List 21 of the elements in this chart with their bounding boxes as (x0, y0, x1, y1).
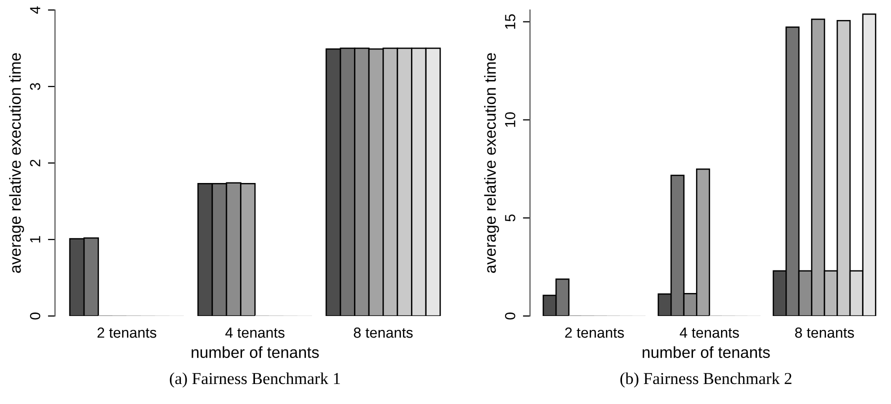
text: (b) Fairness Benchmark 2 (620, 372, 792, 388)
y-tick-label: 5 (505, 214, 516, 222)
y-tick-label: 2 (30, 160, 40, 166)
x-tick-label: 2 tenants (98, 327, 156, 338)
x-tick-label: 4 tenants (680, 328, 739, 338)
y-tick-label: 0 (30, 312, 40, 320)
x-tick-label: 4 tenants (225, 328, 284, 338)
x-axis-title: number of tenants (192, 346, 319, 358)
y-tick-label: 1 (30, 236, 40, 242)
y-axis-title: average relative execution time (9, 53, 24, 273)
x-tick-label: 8 tenants (795, 327, 854, 338)
y-tick-label: 3 (30, 83, 40, 90)
y-tick-label: 15 (505, 14, 516, 29)
y-tick-label: 10 (504, 112, 516, 127)
x-axis-title: number of tenants (642, 346, 770, 358)
x-tick-label: 8 tenants (354, 327, 413, 338)
y-tick-label: 0 (504, 312, 516, 320)
y-axis-title: average relative execution time (484, 53, 500, 273)
text: (a) Fairness Benchmark 1 (170, 372, 340, 388)
x-tick-label: 2 tenants (565, 327, 624, 338)
y-tick-label: 4 (30, 6, 40, 14)
